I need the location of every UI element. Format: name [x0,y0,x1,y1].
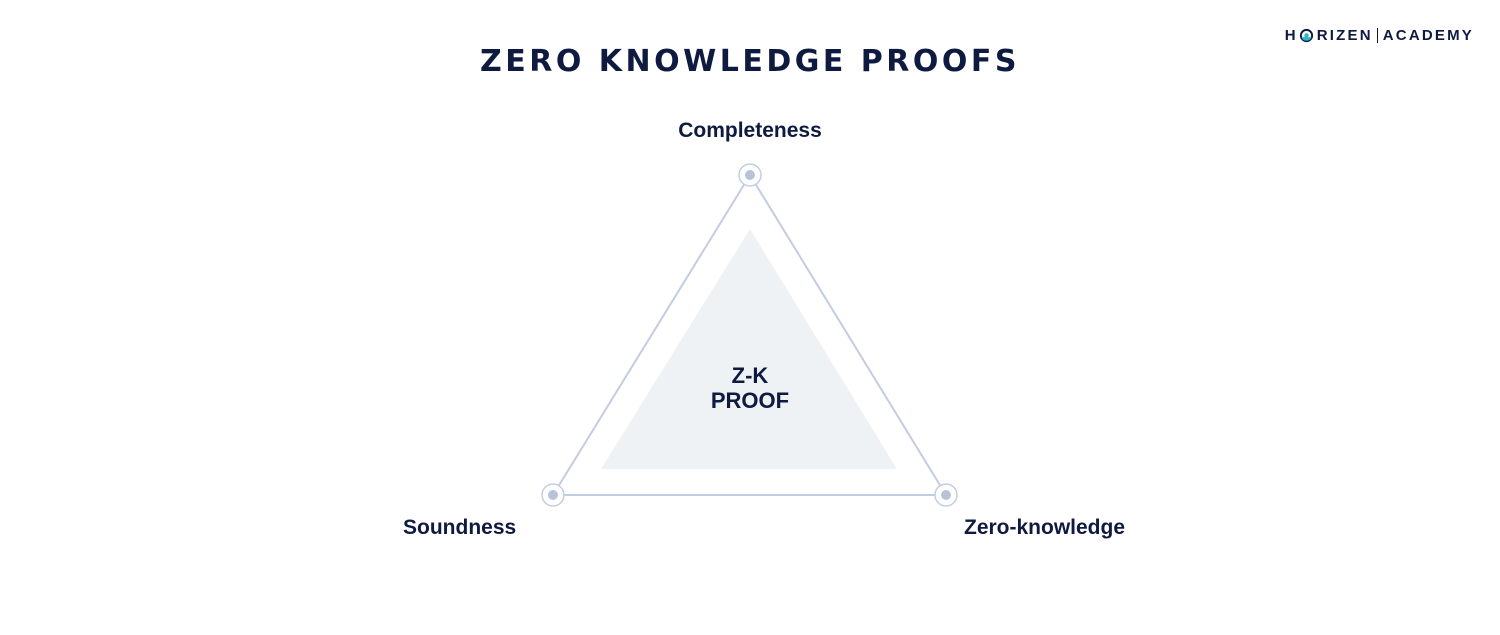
logo-brand-start: H [1284,26,1298,44]
outer-triangle-outline [551,173,948,496]
inner-triangle [601,229,897,469]
logo-academy: ACADEMY [1382,26,1474,44]
horizen-academy-logo: H RIZEN ACADEMY [1285,25,1474,45]
label-soundness: Soundness [403,516,517,539]
center-label: Z-K PROOF [650,363,850,413]
vertex-node-bottom-right [934,483,958,507]
center-label-line2: PROOF [710,388,790,413]
logo-divider [1376,27,1378,43]
logo-brand-end: RIZEN [1316,26,1373,44]
vertex-node-bottom-left [541,483,565,507]
vertex-node-top [738,163,762,187]
page-title: ZERO KNOWLEDGE PROOFS [479,44,1020,79]
horizen-o-icon [1299,28,1313,42]
label-zero-knowledge: Zero-knowledge [964,516,1126,539]
label-completeness: Completeness [678,119,822,142]
center-label-line1: Z-K [731,363,769,388]
